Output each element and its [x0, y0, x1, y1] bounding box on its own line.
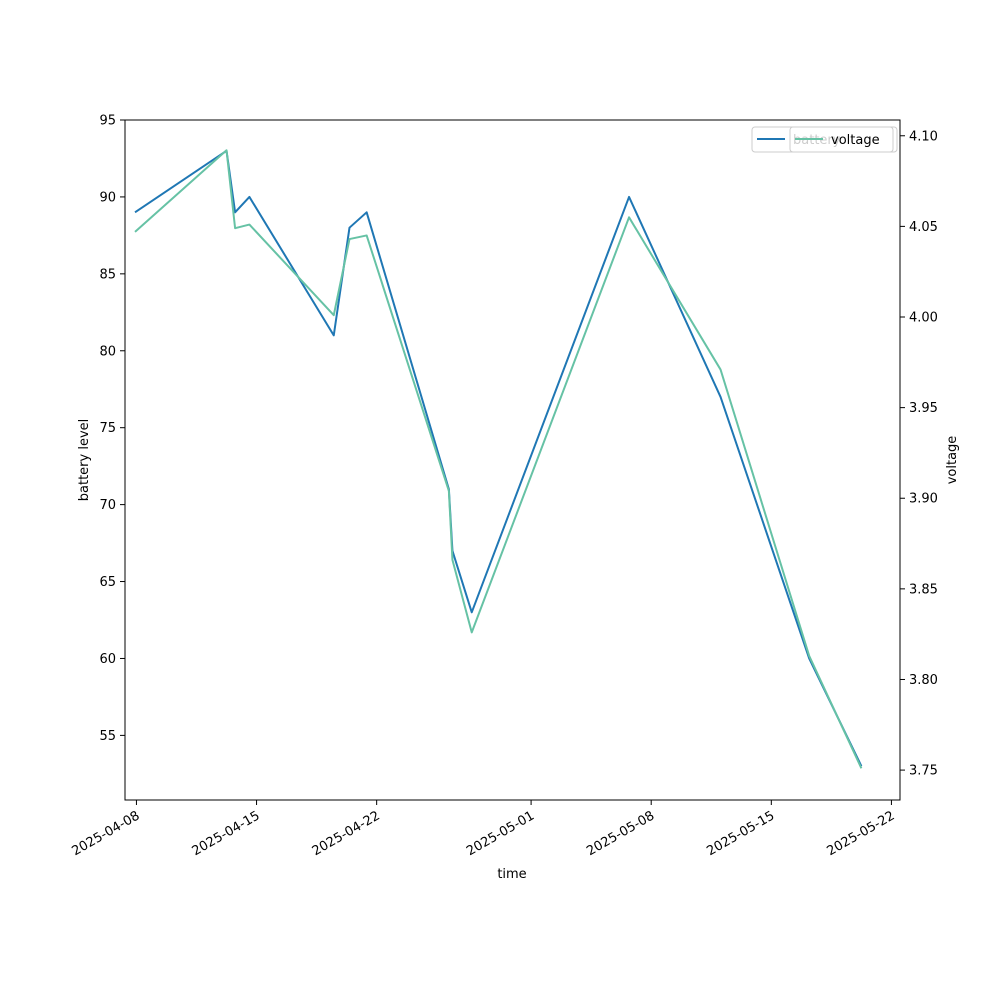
y-axis-right-title: voltage [945, 436, 960, 485]
y-axis-left-title: battery level [77, 419, 92, 502]
y-left-tick-label: 80 [99, 344, 116, 359]
y-axis-left: 55 60 65 70 75 80 85 90 95 [99, 114, 125, 744]
x-tick-label: 2025-05-01 [464, 808, 537, 859]
y-left-tick-label: 90 [99, 190, 116, 205]
y-left-tick-label: 65 [99, 575, 116, 590]
legends: batteryvoltage [751, 126, 898, 153]
y-right-tick-label: 3.90 [909, 492, 938, 507]
series-line-voltage [134, 149, 863, 769]
x-tick-label: 2025-05-08 [584, 808, 657, 859]
x-tick-label: 2025-04-22 [310, 808, 383, 859]
plot-frame [124, 119, 901, 801]
x-tick-label: 2025-04-15 [190, 808, 263, 859]
legend-box [789, 126, 894, 153]
y-left-tick-label: 70 [99, 498, 116, 513]
x-axis: 2025-04-08 2025-04-15 2025-04-22 2025-05-01… [70, 800, 897, 859]
plot-lines [134, 149, 863, 769]
y-left-tick-label: 55 [99, 729, 116, 744]
y-left-tick-label: 85 [99, 267, 116, 282]
y-axis-right: 3.75 3.80 3.85 3.90 3.95 4.00 4.05 4.10 [900, 129, 938, 779]
x-tick-label: 2025-05-22 [824, 808, 897, 859]
y-left-tick-label: 60 [99, 652, 116, 667]
legend-label: voltage [831, 133, 880, 148]
y-right-tick-label: 3.85 [909, 582, 938, 597]
legend-voltage: voltage [789, 126, 894, 153]
y-left-tick-label: 95 [99, 114, 116, 129]
y-right-tick-label: 4.05 [909, 220, 938, 235]
y-left-tick-label: 75 [99, 421, 116, 436]
y-right-tick-label: 3.95 [909, 401, 938, 416]
y-right-tick-label: 3.80 [909, 673, 938, 688]
x-tick-label: 2025-05-15 [704, 808, 777, 859]
y-right-tick-label: 4.00 [909, 311, 938, 326]
x-axis-title: time [497, 867, 526, 882]
y-right-tick-label: 4.10 [909, 129, 938, 144]
series-line-battery [134, 149, 863, 767]
y-right-tick-label: 3.75 [909, 764, 938, 779]
x-tick-label: 2025-04-08 [70, 808, 143, 859]
